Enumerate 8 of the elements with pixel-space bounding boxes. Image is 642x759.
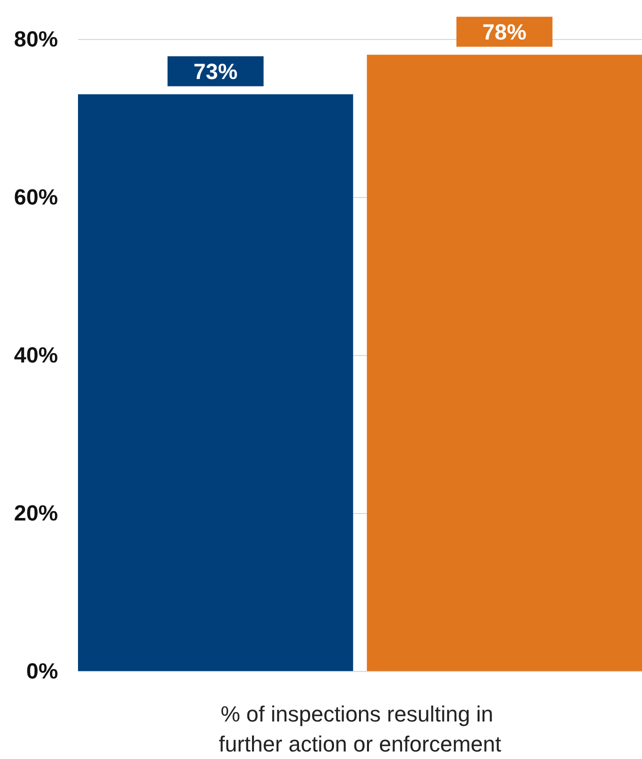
y-tick-label: 0% [26,658,58,684]
data-label: 78% [482,19,526,44]
y-tick-label: 80% [14,26,58,52]
data-label: 73% [194,58,238,84]
y-tick-label: 20% [14,500,58,526]
x-tick-label: % of inspections resulting in further action or enforcement [218,702,502,756]
y-tick-label: 40% [14,342,58,368]
y-tick-label: 60% [14,184,58,210]
